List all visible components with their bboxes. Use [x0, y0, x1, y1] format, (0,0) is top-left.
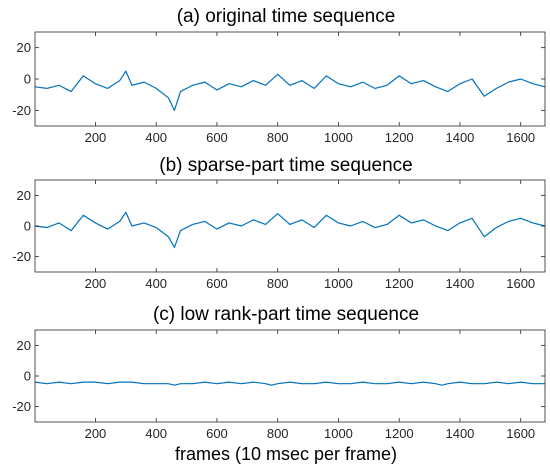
x-tick-label: 1000: [324, 276, 353, 291]
y-tick-label: 0: [24, 72, 31, 87]
y-tick-label: 0: [24, 369, 31, 384]
panel-c-title: (c) low rank-part time sequence: [153, 304, 419, 325]
x-tick-label: 1600: [506, 130, 535, 145]
x-tick-label: 600: [206, 276, 228, 291]
y-tick-label: 20: [17, 338, 31, 353]
chart-panel-a: (a) original time sequence 200 400 600 800 1…: [12, 6, 546, 145]
x-tick-label: 800: [267, 130, 289, 145]
series-line-1: [34, 381, 545, 386]
plot-frame: [34, 31, 546, 127]
x-tick-label: 400: [145, 130, 167, 145]
x-tick-label: 1400: [445, 276, 474, 291]
x-tick-label: 1600: [506, 276, 535, 291]
x-tick-label: 600: [206, 426, 228, 441]
y-tick-label: -20: [12, 103, 31, 118]
x-tick-label: 800: [267, 426, 289, 441]
y-tick-label: 20: [17, 40, 31, 55]
x-tick-label: 800: [267, 276, 289, 291]
y-tick-label: 0: [24, 219, 31, 234]
x-tick-label: 1600: [506, 426, 535, 441]
x-tick-label: 200: [85, 426, 107, 441]
plot-frame: [34, 329, 546, 423]
y-tick-label: -20: [12, 249, 31, 264]
x-tick-label: 400: [145, 276, 167, 291]
x-tick-label: 600: [206, 130, 228, 145]
panel-a-title: (a) original time sequence: [177, 6, 396, 27]
y-tick-label: 20: [17, 188, 31, 203]
chart-panel-c: (c) low rank-part time sequence 200 400 60…: [12, 304, 546, 464]
x-tick-label: 1200: [385, 426, 414, 441]
x-tick-label: 200: [85, 276, 107, 291]
x-tick-label: 1200: [385, 276, 414, 291]
x-tick-label: 1000: [324, 426, 353, 441]
x-tick-label: 1400: [445, 130, 474, 145]
x-tick-label: 200: [85, 130, 107, 145]
series-line-1: [34, 70, 546, 111]
panel-b-title: (b) sparse-part time sequence: [159, 155, 412, 176]
x-tick-label: 1200: [385, 130, 414, 145]
x-axis-label: frames (10 msec per frame): [175, 444, 397, 464]
x-tick-label: 400: [145, 426, 167, 441]
x-tick-label: 1400: [445, 426, 474, 441]
chart-panel-b: (b) sparse-part time sequence 200 400 600 8…: [12, 155, 546, 291]
series-line-1: [34, 211, 546, 249]
x-tick-label: 1000: [324, 130, 353, 145]
y-tick-label: -20: [12, 399, 31, 414]
